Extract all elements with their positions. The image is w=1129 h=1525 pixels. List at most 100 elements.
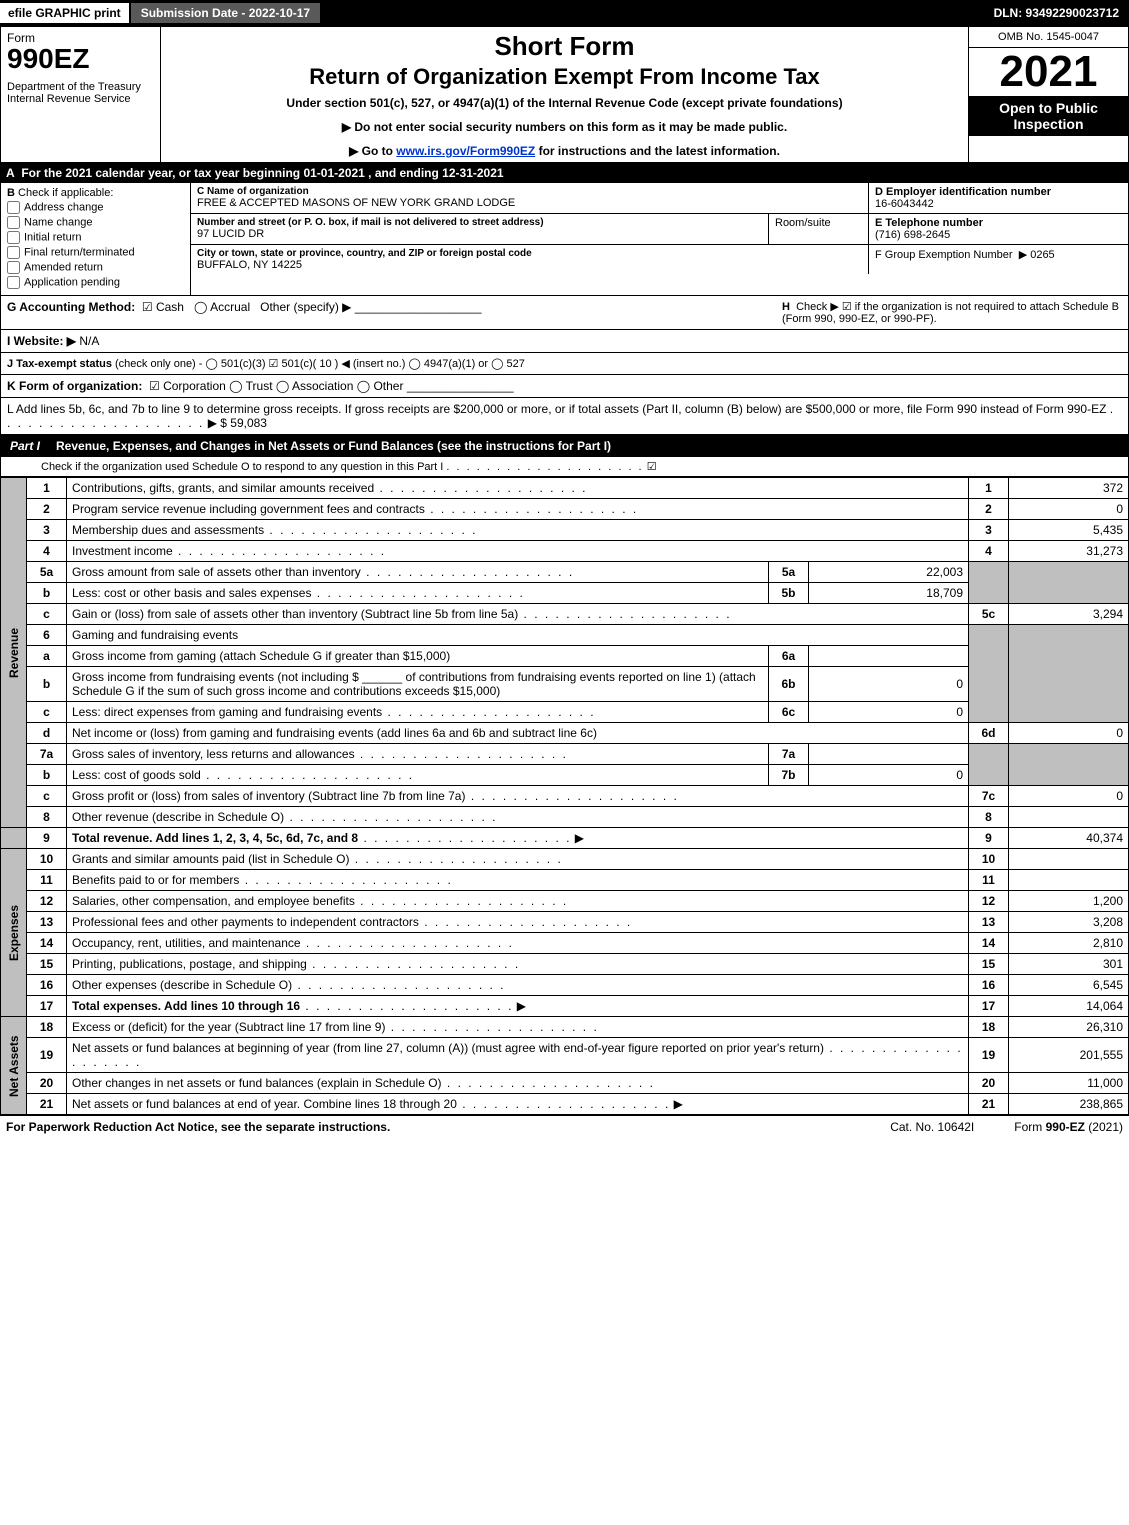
side-revenue: Revenue: [1, 478, 27, 828]
a-18: 26,310: [1009, 1017, 1129, 1038]
phone-value: (716) 698-2645: [875, 229, 950, 241]
ia-7a: [809, 744, 969, 765]
ln-6a: a: [27, 646, 67, 667]
rl-21: 21: [969, 1094, 1009, 1115]
goto-post: for instructions and the latest informat…: [535, 144, 780, 158]
c-name-cell: C Name of organization FREE & ACCEPTED M…: [191, 183, 868, 214]
header-mid: Short Form Return of Organization Exempt…: [161, 27, 968, 162]
ln-7b: b: [27, 765, 67, 786]
i-label: I Website: ▶: [7, 334, 76, 348]
form-number: 990EZ: [7, 43, 154, 75]
footer: For Paperwork Reduction Act Notice, see …: [0, 1115, 1129, 1138]
ln-11: 11: [27, 870, 67, 891]
a-13: 3,208: [1009, 912, 1129, 933]
cb-name-change[interactable]: Name change: [7, 216, 184, 229]
a-15: 301: [1009, 954, 1129, 975]
il-5a: 5a: [769, 562, 809, 583]
c-city-cell: City or town, state or province, country…: [191, 245, 868, 274]
cb-application-pending[interactable]: Application pending: [7, 276, 184, 289]
t-8: Other revenue (describe in Schedule O): [67, 807, 969, 828]
ln-5b: b: [27, 583, 67, 604]
ia-6c: 0: [809, 702, 969, 723]
rl-5c: 5c: [969, 604, 1009, 625]
form-header: Form 990EZ Department of the Treasury In…: [0, 26, 1129, 163]
rl-8: 8: [969, 807, 1009, 828]
t-18: Excess or (deficit) for the year (Subtra…: [67, 1017, 969, 1038]
a-6d: 0: [1009, 723, 1129, 744]
row-a-text: For the 2021 calendar year, or tax year …: [21, 166, 503, 180]
a-21: 238,865: [1009, 1094, 1129, 1115]
ln-9: 9: [27, 828, 67, 849]
row-j: J Tax-exempt status (check only one) - ◯…: [0, 353, 1129, 375]
shade-6: [969, 625, 1009, 723]
room-cell: Room/suite: [768, 214, 868, 245]
submission-date: Submission Date - 2022-10-17: [131, 3, 320, 23]
footer-left: For Paperwork Reduction Act Notice, see …: [6, 1120, 390, 1134]
row-a: A For the 2021 calendar year, or tax yea…: [0, 163, 1129, 183]
rl-7c: 7c: [969, 786, 1009, 807]
t-1: Contributions, gifts, grants, and simila…: [67, 478, 969, 499]
t-14: Occupancy, rent, utilities, and maintena…: [67, 933, 969, 954]
a-20: 11,000: [1009, 1073, 1129, 1094]
bullet-goto: ▶ Go to www.irs.gov/Form990EZ for instru…: [169, 144, 960, 158]
t-3: Membership dues and assessments: [67, 520, 969, 541]
rl-13: 13: [969, 912, 1009, 933]
section-b-to-f: B Check if applicable: Address change Na…: [0, 183, 1129, 296]
part-1-label: Part I: [0, 435, 50, 457]
g-cash[interactable]: ☑ Cash: [142, 300, 184, 314]
org-city: BUFFALO, NY 14225: [197, 259, 862, 271]
side-net-assets: Net Assets: [1, 1017, 27, 1115]
f-label: F Group Exemption Number: [875, 249, 1013, 261]
header-right: OMB No. 1545-0047 2021 Open to Public In…: [968, 27, 1128, 162]
t-21: Net assets or fund balances at end of ye…: [67, 1094, 969, 1115]
org-address: 97 LUCID DR: [197, 228, 762, 240]
a-3: 5,435: [1009, 520, 1129, 541]
lines-table: Revenue 1 Contributions, gifts, grants, …: [0, 477, 1129, 1115]
rl-20: 20: [969, 1073, 1009, 1094]
cb-initial-return[interactable]: Initial return: [7, 231, 184, 244]
t-11: Benefits paid to or for members: [67, 870, 969, 891]
omb-number: OMB No. 1545-0047: [969, 27, 1128, 48]
col-b: B Check if applicable: Address change Na…: [1, 183, 191, 295]
ln-12: 12: [27, 891, 67, 912]
part-1-sub-text: Check if the organization used Schedule …: [41, 461, 443, 473]
g-other[interactable]: Other (specify) ▶: [260, 300, 351, 314]
a-14: 2,810: [1009, 933, 1129, 954]
side-gap-1: [1, 828, 27, 849]
a-12: 1,200: [1009, 891, 1129, 912]
t-19: Net assets or fund balances at beginning…: [67, 1038, 969, 1073]
cb-amended-return[interactable]: Amended return: [7, 261, 184, 274]
footer-mid: Cat. No. 10642I: [890, 1120, 974, 1134]
a-7c: 0: [1009, 786, 1129, 807]
shade-5a: [1009, 562, 1129, 604]
efile-print-label[interactable]: efile GRAPHIC print: [0, 3, 131, 23]
rl-3: 3: [969, 520, 1009, 541]
row-g-h: G Accounting Method: ☑ Cash ◯ Accrual Ot…: [0, 296, 1129, 330]
col-c-to-f: C Name of organization FREE & ACCEPTED M…: [191, 183, 1128, 295]
shade-7a: [1009, 744, 1129, 786]
ln-13: 13: [27, 912, 67, 933]
cb-final-return[interactable]: Final return/terminated: [7, 246, 184, 259]
t-5b: Less: cost or other basis and sales expe…: [67, 583, 769, 604]
room-label: Room/suite: [775, 217, 862, 229]
row-h: H Check ▶ ☑ if the organization is not r…: [772, 300, 1122, 325]
t-2: Program service revenue including govern…: [67, 499, 969, 520]
rl-1: 1: [969, 478, 1009, 499]
ln-10: 10: [27, 849, 67, 870]
g-accrual[interactable]: ◯ Accrual: [194, 300, 250, 314]
part-1-check[interactable]: ☑: [647, 461, 657, 473]
shade-6a: [1009, 625, 1129, 723]
rl-6d: 6d: [969, 723, 1009, 744]
part-1-sub: Check if the organization used Schedule …: [0, 457, 1129, 477]
t-6c: Less: direct expenses from gaming and fu…: [67, 702, 769, 723]
a-4: 31,273: [1009, 541, 1129, 562]
il-6b: 6b: [769, 667, 809, 702]
ln-6: 6: [27, 625, 67, 646]
rl-16: 16: [969, 975, 1009, 996]
a-9: 40,374: [1009, 828, 1129, 849]
ln-4: 4: [27, 541, 67, 562]
cb-address-change[interactable]: Address change: [7, 201, 184, 214]
shade-7: [969, 744, 1009, 786]
irs-link[interactable]: www.irs.gov/Form990EZ: [396, 144, 535, 158]
c-city-label: City or town, state or province, country…: [197, 248, 862, 259]
